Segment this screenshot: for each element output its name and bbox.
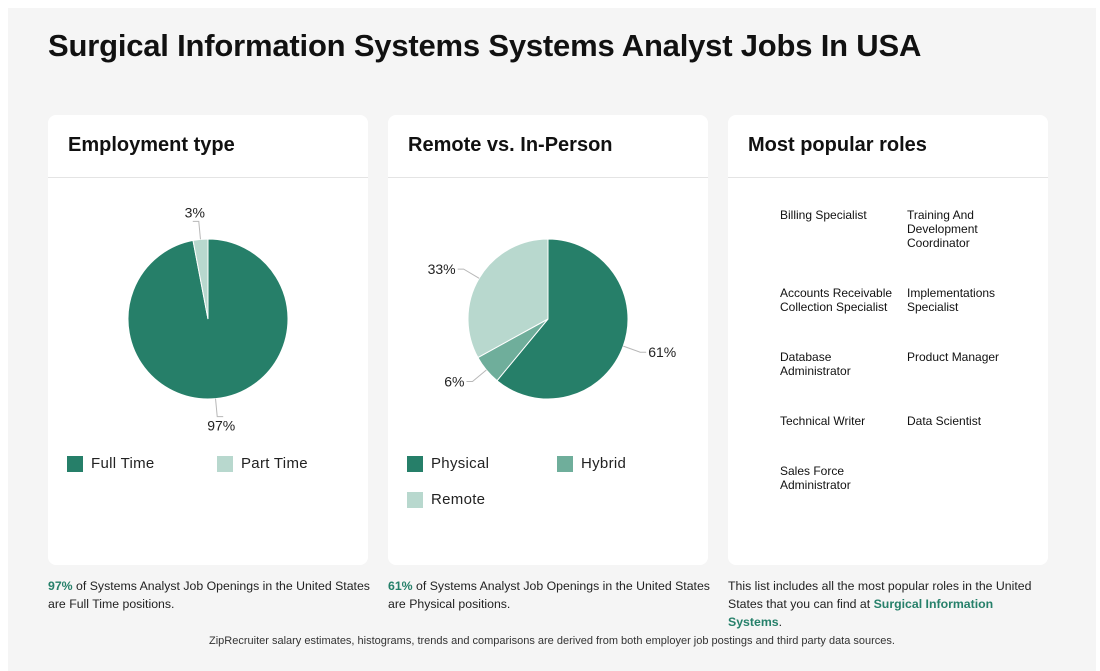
remote-caption: 61% of Systems Analyst Job Openings in t… bbox=[388, 577, 710, 613]
legend-swatch bbox=[407, 455, 423, 472]
remote-vs-in-person-pie-chart: 61% 6% 33% bbox=[428, 238, 676, 400]
legend-item-hybrid: Hybrid bbox=[557, 455, 626, 472]
popular-roles-card: Most popular roles Billing Specialist Tr… bbox=[728, 115, 1048, 565]
roles-caption: This list includes all the most popular … bbox=[728, 577, 1050, 631]
remote-caption-text: of Systems Analyst Job Openings in the U… bbox=[388, 579, 710, 611]
legend-swatch bbox=[407, 491, 423, 508]
role-item[interactable]: Implementations Specialist bbox=[907, 286, 996, 314]
remote-vs-in-person-card: Remote vs. In-Person 61% 6% 33% Physical Hy… bbox=[388, 115, 708, 565]
pie-slice-physical bbox=[496, 238, 629, 400]
role-item[interactable]: Technical Writer bbox=[780, 414, 866, 428]
pie-leader-line bbox=[466, 369, 487, 382]
role-item[interactable]: Database Administrator bbox=[780, 350, 851, 378]
employment-type-card: Employment type 97% 3% Full Time Part Time bbox=[48, 115, 368, 565]
employment-type-pie-chart: 97% 3% bbox=[127, 204, 289, 434]
footer-disclaimer: ZipRecruiter salary estimates, histogram… bbox=[209, 635, 895, 647]
remote-caption-percent: 61% bbox=[388, 579, 413, 593]
employment-caption-text: of Systems Analyst Job Openings in the U… bbox=[48, 579, 370, 611]
employment-caption-percent: 97% bbox=[48, 579, 73, 593]
pie-label-part-time: 3% bbox=[185, 204, 205, 220]
roles-caption-text: This list includes all the most popular … bbox=[728, 579, 1032, 611]
roles-caption-end: . bbox=[778, 615, 783, 629]
pie-leader-line bbox=[192, 220, 201, 240]
pie-leader-line bbox=[215, 398, 224, 418]
employment-type-title: Employment type bbox=[48, 115, 368, 178]
page-container: Surgical Information Systems Systems Ana… bbox=[8, 8, 1096, 671]
legend-item-full-time: Full Time bbox=[67, 455, 155, 472]
legend-label: Hybrid bbox=[581, 455, 627, 472]
remote-vs-in-person-title: Remote vs. In-Person bbox=[388, 115, 708, 178]
legend-swatch bbox=[557, 455, 573, 472]
legend-label: Remote bbox=[431, 491, 486, 508]
legend-item-remote: Remote bbox=[407, 491, 485, 508]
legend-label: Part Time bbox=[241, 455, 308, 472]
role-item[interactable]: Billing Specialist bbox=[780, 208, 867, 222]
pie-label-physical: 61% bbox=[648, 344, 676, 360]
legend-label: Physical bbox=[431, 455, 490, 472]
role-item[interactable]: Product Manager bbox=[907, 350, 1000, 364]
legend-swatch bbox=[217, 455, 233, 472]
role-item[interactable]: Accounts Receivable Collection Specialis… bbox=[780, 286, 893, 314]
page-title: Surgical Information Systems Systems Ana… bbox=[48, 28, 922, 63]
legend-swatch bbox=[67, 455, 83, 472]
pie-leader-line bbox=[457, 268, 480, 279]
pie-slice-remote bbox=[467, 238, 549, 359]
role-item[interactable]: Training And Development Coordinator bbox=[907, 208, 978, 250]
legend-item-physical: Physical bbox=[407, 455, 489, 472]
legend-item-part-time: Part Time bbox=[217, 455, 308, 472]
pie-label-full-time: 97% bbox=[207, 418, 235, 434]
pie-label-hybrid: 6% bbox=[444, 373, 464, 389]
pie-label-remote: 33% bbox=[428, 261, 456, 277]
pie-leader-line bbox=[623, 345, 647, 353]
legend-label: Full Time bbox=[91, 455, 155, 472]
company-link[interactable]: Surgical Information Systems bbox=[728, 597, 994, 629]
employment-type-caption: 97% of Systems Analyst Job Openings in t… bbox=[48, 577, 370, 613]
popular-roles-title: Most popular roles bbox=[728, 115, 1048, 178]
role-item[interactable]: Sales Force Administrator bbox=[780, 464, 851, 492]
role-item[interactable]: Data Scientist bbox=[907, 414, 982, 428]
